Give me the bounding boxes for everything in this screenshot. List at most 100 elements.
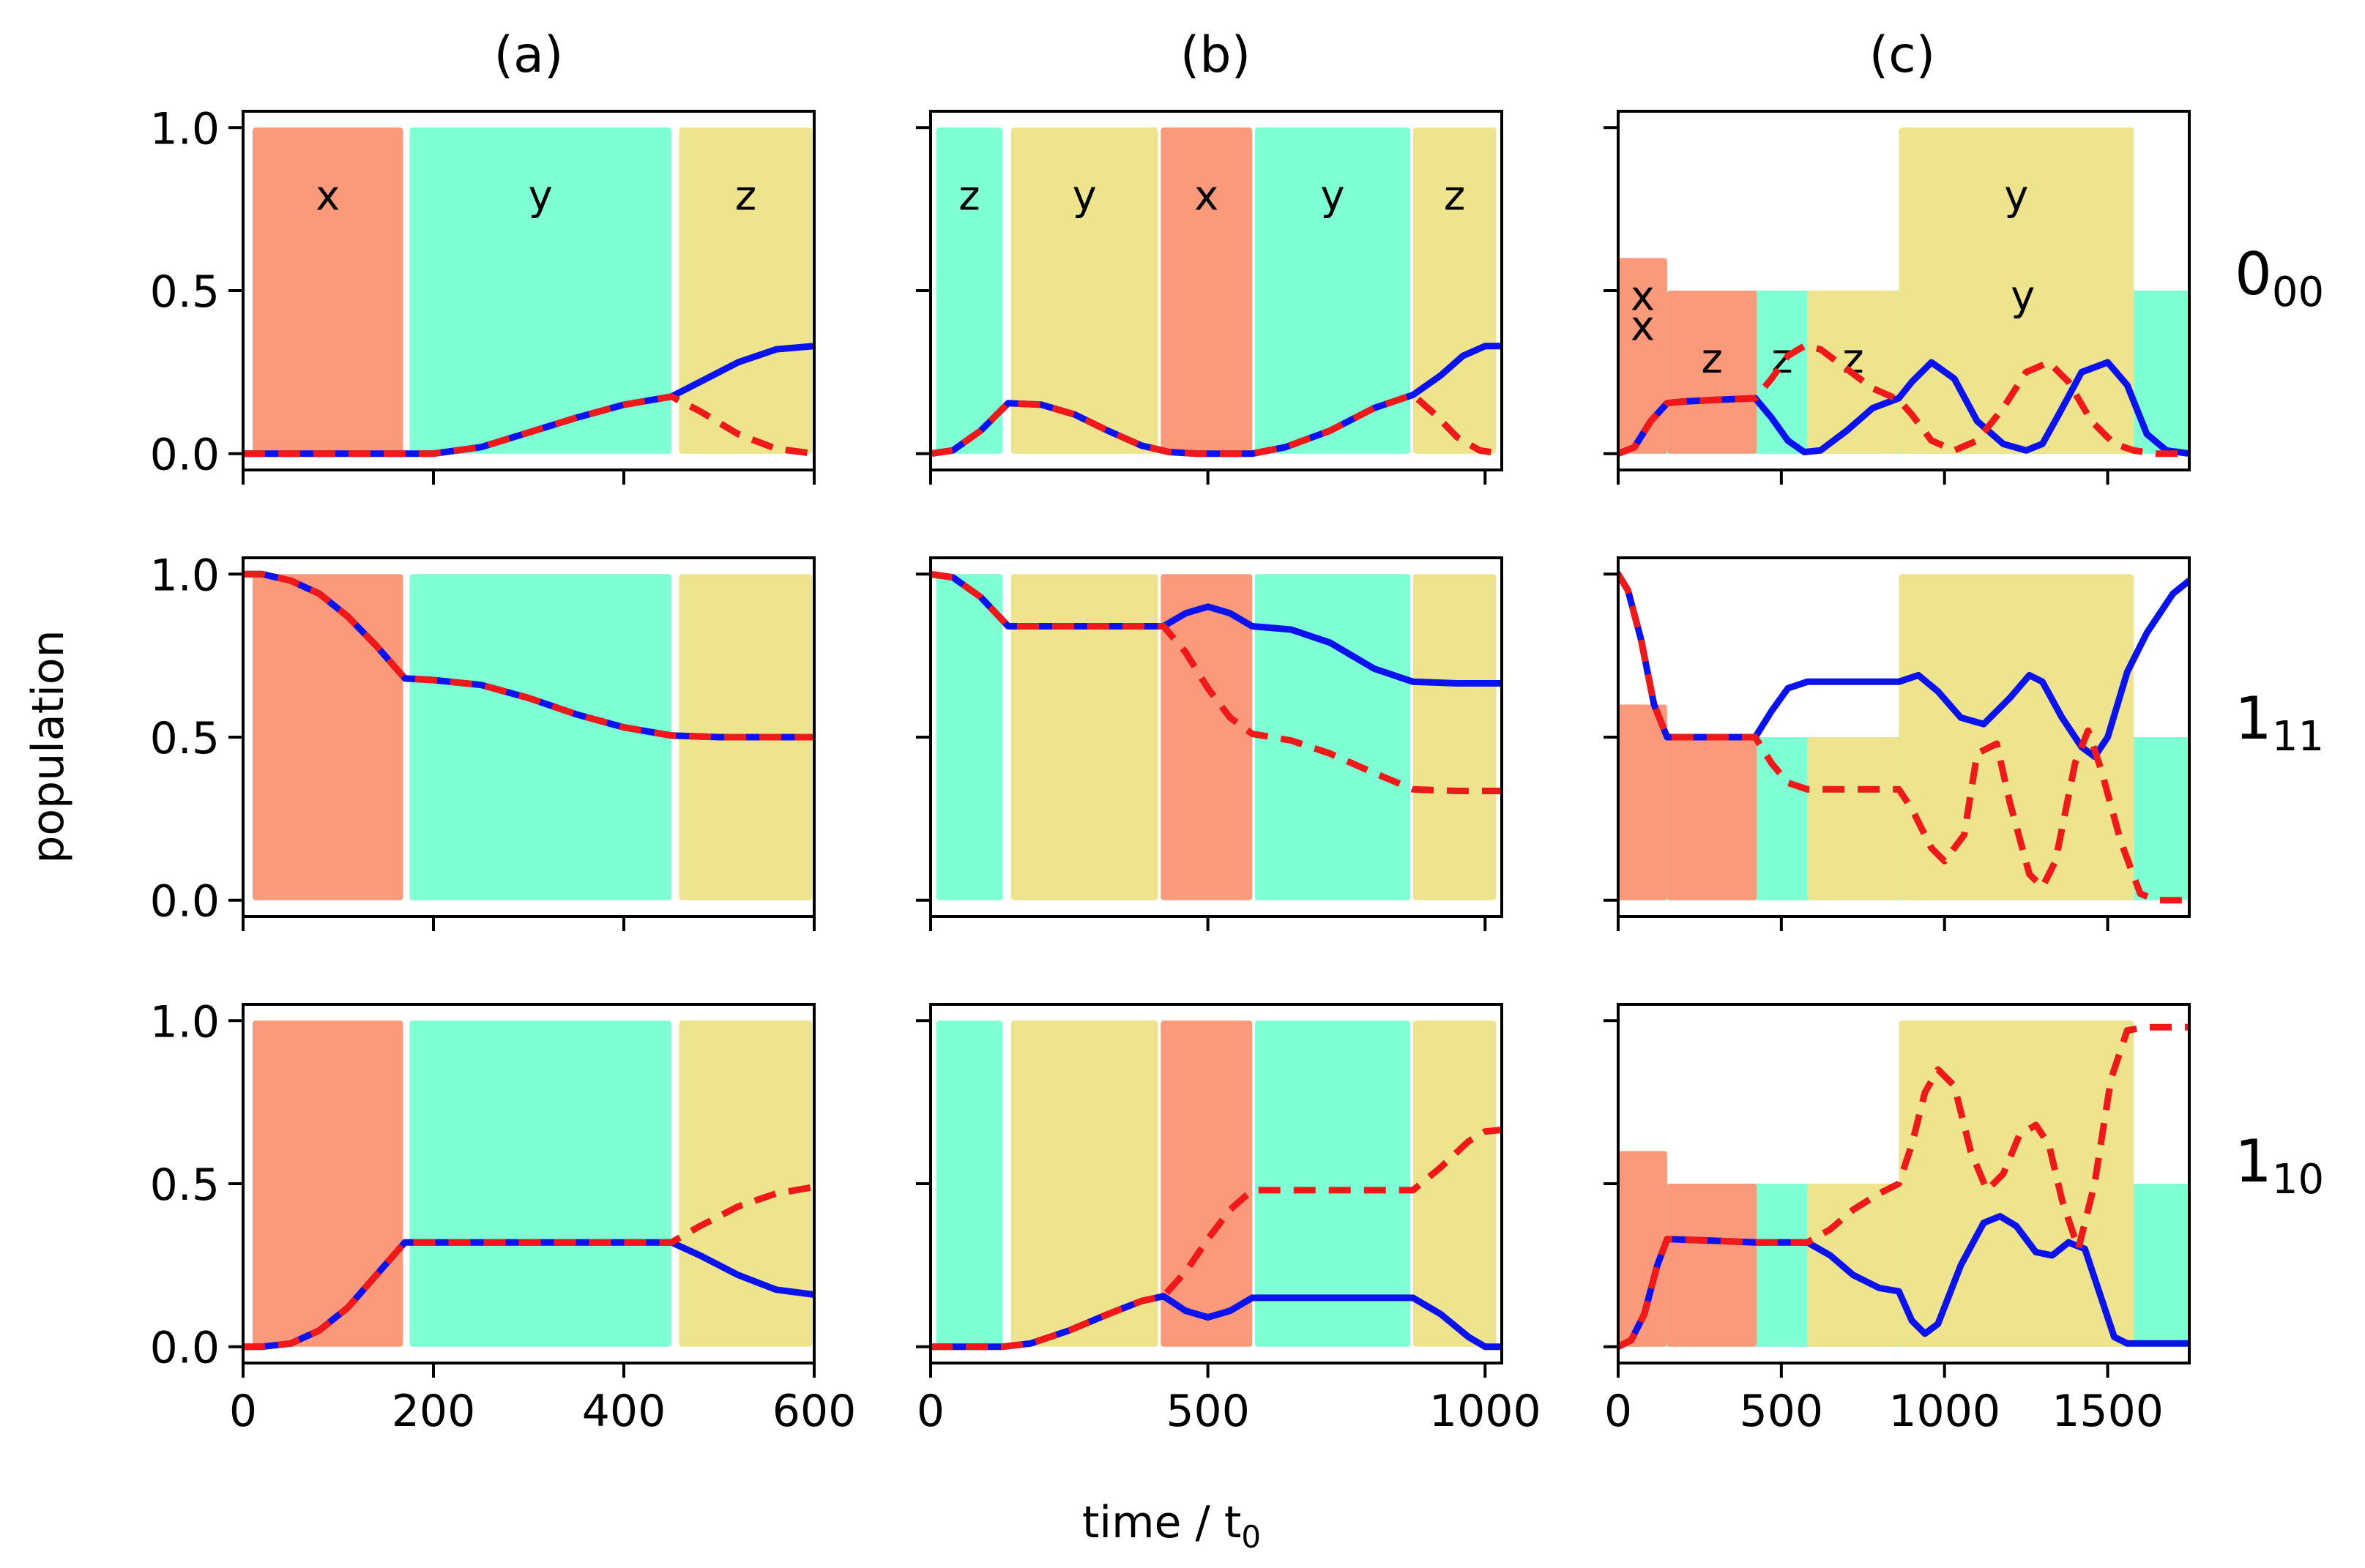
panel-2-1: 0 500 1000	[916, 1003, 1541, 1437]
row-label-11-sub: 11	[2272, 713, 2324, 761]
panel-0-2-band-label-1: x	[1631, 302, 1655, 350]
row-label-10-main: 1	[2235, 1127, 2272, 1195]
panel-1-0-ytick-label-0: 0.0	[150, 876, 220, 927]
panel-2-2-band-1	[1618, 1151, 1667, 1347]
panel-1-2-band-5	[1899, 574, 2134, 900]
row-label-00: 000	[2235, 240, 2324, 316]
panel-2-2-band-3	[1757, 1184, 1808, 1347]
panel-0-0-ytick-label-1: 0.5	[150, 266, 220, 318]
panel-2-0-band-1	[409, 1020, 671, 1347]
panel-2-0-xtick-label-3: 600	[772, 1386, 857, 1437]
panel-2-2-band-2	[1666, 1184, 1757, 1347]
row-label-10: 110	[2235, 1127, 2324, 1203]
panel-0-1-band-3	[1255, 127, 1411, 454]
panel-0-1-series-red	[931, 392, 1502, 458]
panel-1-1-band-4	[1412, 574, 1497, 900]
panel-1-1-band-2	[1161, 574, 1253, 900]
panel-1-2-plot-area	[1618, 570, 2189, 904]
panel-2-0-plot-area	[243, 1020, 814, 1351]
panel-1-1-band-0	[936, 574, 1003, 900]
panel-0-2-annotation-0: x	[1631, 273, 1655, 321]
panel-2-2-xtick-label-1: 500	[1740, 1386, 1824, 1437]
panel-0-2-band-2	[1666, 291, 1757, 454]
panel-2-1-xtick-label-0: 0	[917, 1386, 945, 1437]
panel-0-2-plot-area: xz z zyx y	[1618, 127, 2189, 458]
panel-2-1-plot-area	[931, 1020, 1502, 1351]
panel-2-1-band-0	[936, 1020, 1003, 1347]
panel-2-1-series-red	[931, 1127, 1502, 1351]
panel-0-0: x y z 0.0 0.5 1.0	[150, 103, 816, 485]
panel-1-0-ytick-label-1: 0.5	[150, 713, 220, 764]
panel-0-2-band-5	[1899, 127, 2134, 454]
panel-1-1	[916, 556, 1503, 931]
panel-1-1-plot-area	[931, 570, 1502, 900]
panel-1-2-band-3	[1757, 737, 1808, 900]
panel-1-0-plot-area	[243, 570, 814, 900]
row-label-10-sub: 10	[2272, 1156, 2324, 1203]
panel-2-2-series-red	[1618, 1023, 2189, 1350]
panel-0-0-ytick-label-2: 1.0	[150, 103, 220, 154]
panel-0-1-band-label-1: y	[1073, 172, 1097, 220]
panel-0-0-series-red	[243, 393, 814, 458]
row-label-11: 111	[2235, 684, 2324, 761]
panel-0-1-band-1	[1010, 127, 1158, 454]
panel-0-0-plot-area: x y z	[243, 127, 814, 458]
x-axis-label-sub: 0	[1241, 1519, 1261, 1555]
panel-2-1-band-2	[1161, 1020, 1253, 1347]
panel-2-1-xtick-label-2: 1000	[1429, 1386, 1541, 1437]
panel-2-1-band-1	[1010, 1020, 1158, 1347]
panel-2-0-xtick-label-0: 0	[229, 1386, 257, 1437]
panel-0-1-band-label-3: y	[1320, 172, 1344, 220]
panel-2-1-xtick-label-1: 500	[1166, 1386, 1250, 1437]
panel-2-2-xtick-label-2: 1000	[1888, 1386, 2000, 1437]
panel-1-1-series-red	[931, 570, 1502, 794]
panel-1-1-band-1	[1010, 574, 1158, 900]
panel-1-0-series-red	[243, 570, 814, 741]
panel-0-1-series-blue	[931, 343, 1502, 458]
column-title-b: (b)	[1180, 26, 1251, 84]
panel-0-2-series-blue	[1618, 359, 2189, 458]
panel-2-0-band-0	[253, 1020, 403, 1347]
panel-0-1-band-0	[936, 127, 1003, 454]
panel-1-2-series-red	[1618, 572, 2189, 904]
row-label-11-main: 1	[2235, 684, 2272, 753]
y-axis-label: population	[23, 630, 74, 863]
panel-0-0-band-label-2: z	[735, 172, 756, 220]
panel-0-0-band-0	[253, 127, 403, 454]
panel-0-0-ytick-label-0: 0.0	[150, 430, 220, 481]
panel-2-0-xtick-label-1: 200	[392, 1386, 476, 1437]
x-axis-label: time / t0	[1082, 1497, 1261, 1555]
panel-1-2	[1604, 556, 2191, 931]
panel-0-0-band-label-0: x	[316, 172, 340, 220]
panel-2-1-band-4	[1412, 1020, 1497, 1347]
panel-0-2-series-red	[1618, 343, 2189, 458]
column-title-a: (a)	[494, 26, 564, 84]
panel-1-0-band-0	[253, 574, 403, 900]
panel-2-0-band-2	[679, 1020, 813, 1347]
panel-1-2-band-2	[1666, 737, 1757, 900]
panel-0-2-band-label-5: y	[2004, 172, 2028, 220]
panel-0-1-band-label-2: x	[1194, 172, 1218, 220]
panel-2-0-ytick-label-2: 1.0	[150, 996, 220, 1048]
panel-2-0-xtick-label-2: 400	[582, 1386, 666, 1437]
panel-2-0-ytick-label-0: 0.0	[150, 1323, 220, 1374]
panel-0-1-band-label-0: z	[958, 172, 980, 220]
panel-0-2-annotation-1: y	[2011, 273, 2035, 321]
column-title-c: (c)	[1869, 26, 1935, 84]
panel-0-1-band-label-4: z	[1444, 172, 1465, 220]
row-label-00-main: 0	[2235, 240, 2272, 308]
panel-2-0-series-red	[243, 1184, 814, 1351]
panel-1-1-band-3	[1255, 574, 1411, 900]
panel-0-2: xz z zyx y	[1604, 110, 2191, 485]
panel-2-1-band-3	[1255, 1020, 1411, 1347]
panel-0-2-band-label-2: z	[1701, 335, 1722, 383]
panel-1-0: 0.0 0.5 1.0	[150, 550, 816, 931]
panels: x y z0.00.51.0z y x y zxz z zyx y0.00.51.00.00.51…	[150, 103, 2191, 1437]
panel-1-0-band-1	[409, 574, 671, 900]
row-label-00-sub: 00	[2272, 269, 2324, 316]
panel-2-2-plot-area	[1618, 1020, 2189, 1351]
panel-1-2-band-4	[1807, 737, 1899, 900]
